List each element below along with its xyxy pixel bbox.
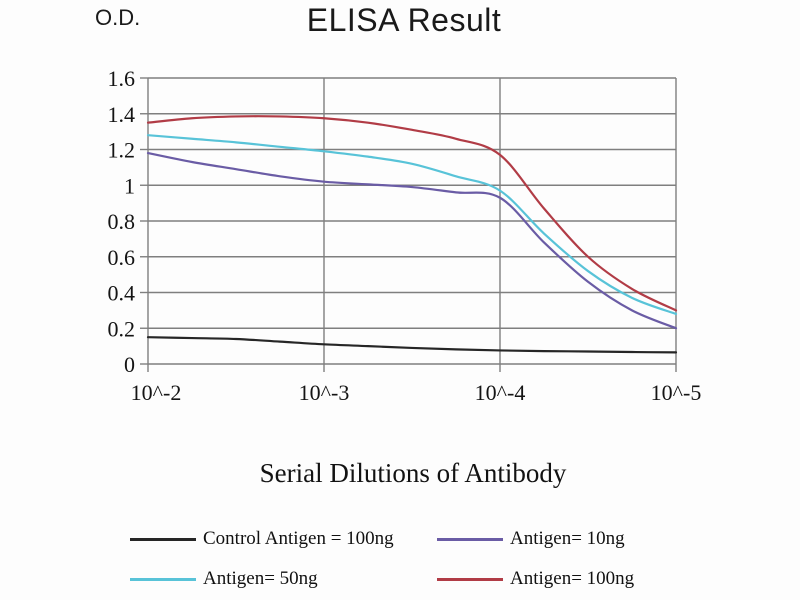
x-tick-label: 10^-4 <box>475 380 526 405</box>
x-tick-label: 10^-5 <box>651 380 702 405</box>
y-axis-title: O.D. <box>95 5 141 30</box>
y-tick-label: 0.6 <box>108 245 136 270</box>
series-line-antigen-50ng <box>146 134 678 316</box>
y-tick-label: 1 <box>124 173 135 198</box>
y-tick-label: 1.2 <box>108 138 136 163</box>
y-tick-label: 0 <box>124 352 135 377</box>
series-line-antigen-10ng <box>146 151 678 330</box>
y-tick-label: 1.6 <box>108 66 136 91</box>
x-tick-label: 10^-2 <box>131 380 182 405</box>
series-line-control-antigen-100ng <box>146 336 678 354</box>
chart-title: ELISA Result <box>306 2 502 38</box>
series-line-antigen-100ng <box>146 115 678 312</box>
x-tick-label: 10^-3 <box>299 380 350 405</box>
y-tick-label: 0.8 <box>108 209 136 234</box>
y-tick-label: 0.2 <box>108 316 136 341</box>
x-axis-title: Serial Dilutions of Antibody <box>259 458 567 488</box>
y-tick-label: 1.4 <box>108 102 136 127</box>
y-tick-label: 0.4 <box>108 281 136 306</box>
